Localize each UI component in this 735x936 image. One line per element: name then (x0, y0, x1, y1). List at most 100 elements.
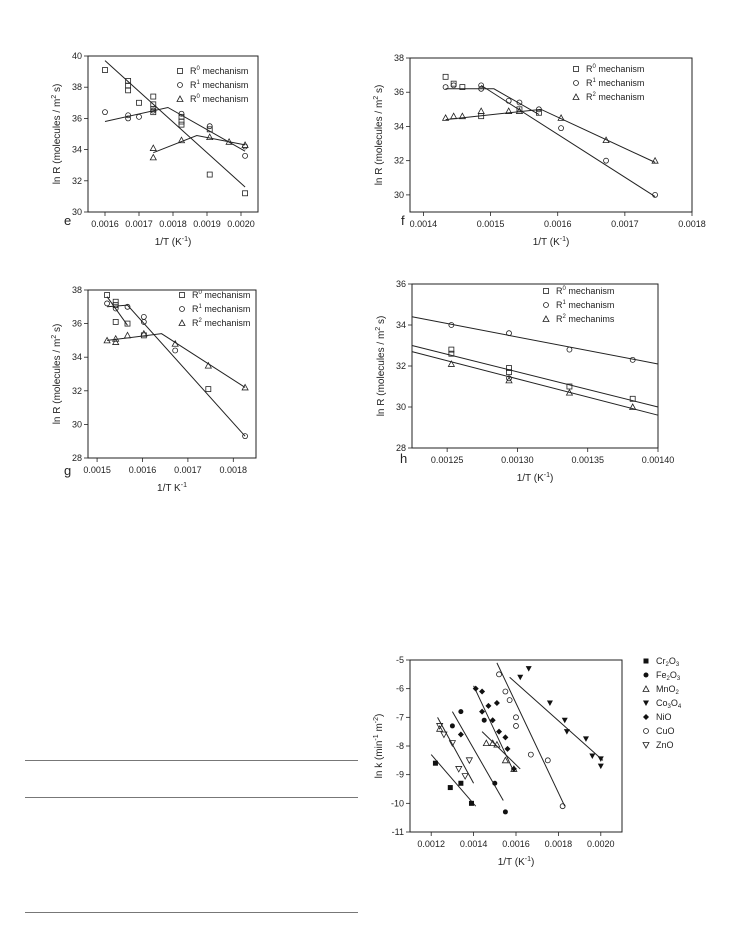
data-point (178, 110, 185, 117)
data-point (448, 350, 455, 357)
table-rule-header (25, 797, 358, 798)
legend-marker (643, 714, 649, 720)
data-point (112, 319, 119, 325)
legend-label-rest: mechanism (200, 80, 249, 90)
data-point (505, 107, 513, 114)
x-tick-label: 0.0017 (125, 219, 153, 229)
data-point (479, 688, 486, 695)
data-point (125, 115, 132, 122)
legend-label-sub: 2 (666, 662, 670, 668)
data-point (178, 118, 185, 125)
legend-label-text: NiO (656, 712, 672, 722)
y-tick-label: 30 (396, 402, 406, 412)
data-point (558, 125, 564, 132)
x-axis-label-text: 1/T K (157, 483, 181, 494)
data-point (478, 85, 485, 92)
y-axis-label-text: ln k (min (374, 741, 385, 779)
legend-label-rest: mechanism (202, 304, 251, 314)
chart-svg: 0.0015 0.0016 0.0017 0.0018 28 30 32 34 36 38 1/T … (51, 285, 257, 494)
legend-label-text: R (192, 290, 199, 300)
legend-label-rest: mechanims (566, 314, 615, 324)
legend-label-sup: 1 (197, 80, 201, 86)
data-point (465, 757, 474, 765)
data-point (489, 739, 497, 747)
data-point (140, 319, 147, 325)
y-tick-label: 32 (72, 176, 82, 186)
y-axis-label-text: ln R (molecules / m (374, 100, 385, 186)
data-point (242, 152, 248, 159)
series-2 (149, 133, 249, 161)
y-tick-label: -9 (396, 770, 404, 780)
data-point (177, 136, 186, 144)
data-point (455, 766, 463, 773)
series-0 (448, 346, 636, 402)
legend-label: R1 mechanism (190, 80, 248, 90)
fit-line (411, 316, 659, 365)
legend-label-rest: mechanism (596, 64, 645, 74)
data-point (502, 809, 508, 815)
legend-label-sup: 1 (563, 300, 567, 306)
data-point (241, 141, 249, 148)
data-point (559, 803, 566, 810)
data-point (149, 153, 157, 161)
legend-label-text: R (556, 300, 563, 310)
data-point (629, 356, 636, 363)
x-axis-label-text: 1/T (K (498, 857, 525, 868)
data-point (102, 109, 108, 116)
data-point (506, 697, 513, 704)
legend-label-text: Co (656, 698, 668, 708)
y-tick-label: 38 (394, 53, 404, 63)
legend-label-text: R (190, 66, 197, 76)
x-axis-label-sup: -1 (544, 472, 550, 479)
x-tick-label: 0.0016 (91, 219, 119, 229)
y-axis-label-close: s) (374, 85, 385, 96)
chart-panel-e: 0.0016 0.0017 0.0018 0.0019 0.0020 30 32 34 36 38… (0, 40, 365, 272)
data-point (505, 376, 513, 384)
legend-label: MnO2 (656, 684, 680, 696)
legend-label-text: R (556, 314, 563, 324)
legend-label-text: R (190, 80, 197, 90)
legend-label-text2: O (671, 698, 678, 708)
y-tick-label: -6 (396, 684, 404, 694)
x-tick-label: 0.00130 (501, 455, 534, 465)
legend-label-sup: 0 (197, 94, 201, 100)
data-point (136, 113, 142, 120)
legend-label-sup: 0 (197, 66, 201, 72)
y-tick-label: 28 (396, 443, 406, 453)
chart-svg: 0.0016 0.0017 0.0018 0.0019 0.0020 30 32 34 36 38… (51, 51, 259, 248)
panel-tag: g (64, 463, 71, 478)
chart-svg: 0.0012 0.0014 0.0016 0.0018 0.0020 -11 -10 -9 -8… (373, 655, 682, 868)
legend-label-text: MnO (656, 684, 676, 694)
data-point (477, 107, 485, 114)
legend-marker (643, 728, 649, 734)
data-point (242, 433, 249, 440)
fit-line (480, 84, 656, 198)
data-point (629, 403, 637, 410)
legend-label-sub2: 4 (678, 704, 682, 710)
x-axis-label-close: ) (550, 473, 553, 484)
data-point (517, 674, 524, 681)
data-point (206, 133, 214, 141)
data-point (136, 99, 142, 106)
fit-line (411, 345, 659, 408)
data-point (501, 756, 510, 764)
legend-label: CuO (656, 726, 675, 736)
data-point (450, 82, 457, 89)
legend-label-sup: 0 (199, 290, 203, 296)
data-point (450, 80, 457, 87)
data-point (565, 388, 574, 396)
legend-label-text: CuO (656, 726, 675, 736)
x-tick-label: 0.0018 (220, 465, 248, 475)
fit-line (473, 685, 515, 773)
series-2 (447, 360, 637, 410)
y-tick-label: 36 (72, 113, 82, 123)
y-tick-label: 32 (72, 386, 82, 396)
data-point (506, 375, 512, 382)
fit-line (437, 717, 475, 784)
data-point (563, 729, 570, 735)
y-tick-label: -7 (396, 712, 404, 722)
chart-svg: 0.0014 0.0015 0.0016 0.0017 0.0018 30 32 34 36 38… (373, 53, 706, 248)
x-tick-label: 0.0014 (410, 219, 438, 229)
series-2 (103, 329, 249, 391)
fit-line (430, 754, 477, 807)
